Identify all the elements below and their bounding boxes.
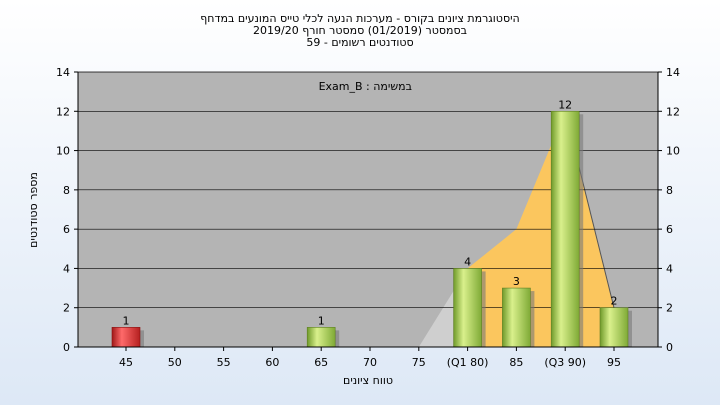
x-tick-label: 50 xyxy=(168,356,182,369)
bar-85 xyxy=(502,287,531,348)
y-tick-left: 8 xyxy=(63,184,70,197)
data-label: 2 xyxy=(611,295,618,308)
data-label: 4 xyxy=(464,255,471,268)
x-tick-label: 95 xyxy=(607,356,621,369)
y-tick-left: 10 xyxy=(56,145,70,158)
chart-title-block: היסטוגרמת ציונים בקורס - מערכות הנעה לכל… xyxy=(200,12,519,49)
data-label: 1 xyxy=(318,314,325,327)
exam-annotation: Exam_B : במשימה xyxy=(319,80,412,93)
y-tick-left: 12 xyxy=(56,105,70,118)
x-tick-label: 85 xyxy=(509,356,523,369)
data-label: 1 xyxy=(123,314,130,327)
y-tick-right: 14 xyxy=(666,66,680,79)
chart-title-line-1: היסטוגרמת ציונים בקורס - מערכות הנעה לכל… xyxy=(200,12,519,25)
bar-Q180 xyxy=(453,268,482,348)
y-tick-left: 4 xyxy=(63,262,70,275)
x-tick-label: (Q3 90) xyxy=(544,356,586,369)
bar-Q390 xyxy=(550,110,580,348)
bars xyxy=(111,110,632,348)
data-label: 12 xyxy=(558,98,572,111)
y-tick-right: 0 xyxy=(666,341,673,354)
x-tick-label: 70 xyxy=(363,356,377,369)
x-tick-label: 45 xyxy=(119,356,133,369)
y-tick-right: 12 xyxy=(666,105,680,118)
x-tick-label: 60 xyxy=(265,356,279,369)
bar-45 xyxy=(111,327,141,348)
y-tick-right: 8 xyxy=(666,184,673,197)
data-labels: 1 1 4 3 12 2 xyxy=(123,98,618,327)
x-axis-label: טווח ציונים xyxy=(343,374,393,387)
x-tick-label: (Q1 80) xyxy=(447,356,489,369)
bar-95 xyxy=(599,307,629,348)
y-tick-right: 6 xyxy=(666,223,673,236)
y-tick-right: 2 xyxy=(666,302,673,315)
x-tick-label: 65 xyxy=(314,356,328,369)
y-tick-right: 4 xyxy=(666,262,673,275)
y-axis-label: מספר סטודנטים xyxy=(27,172,40,248)
y-tick-left: 2 xyxy=(63,302,70,315)
y-tick-left: 6 xyxy=(63,223,70,236)
y-tick-right: 10 xyxy=(666,145,680,158)
chart-title-line-3: סטודנטים רשומים - 59 xyxy=(306,36,413,49)
y-tick-left: 0 xyxy=(63,341,70,354)
bar-65 xyxy=(306,327,336,348)
chart-title-line-2: בסמסטר (01/2019) סמסטר חורף 2019/20 xyxy=(253,24,467,37)
x-tick-label: 75 xyxy=(412,356,426,369)
data-label: 3 xyxy=(513,275,520,288)
y-tick-left: 14 xyxy=(56,66,70,79)
x-tick-label: 55 xyxy=(217,356,231,369)
